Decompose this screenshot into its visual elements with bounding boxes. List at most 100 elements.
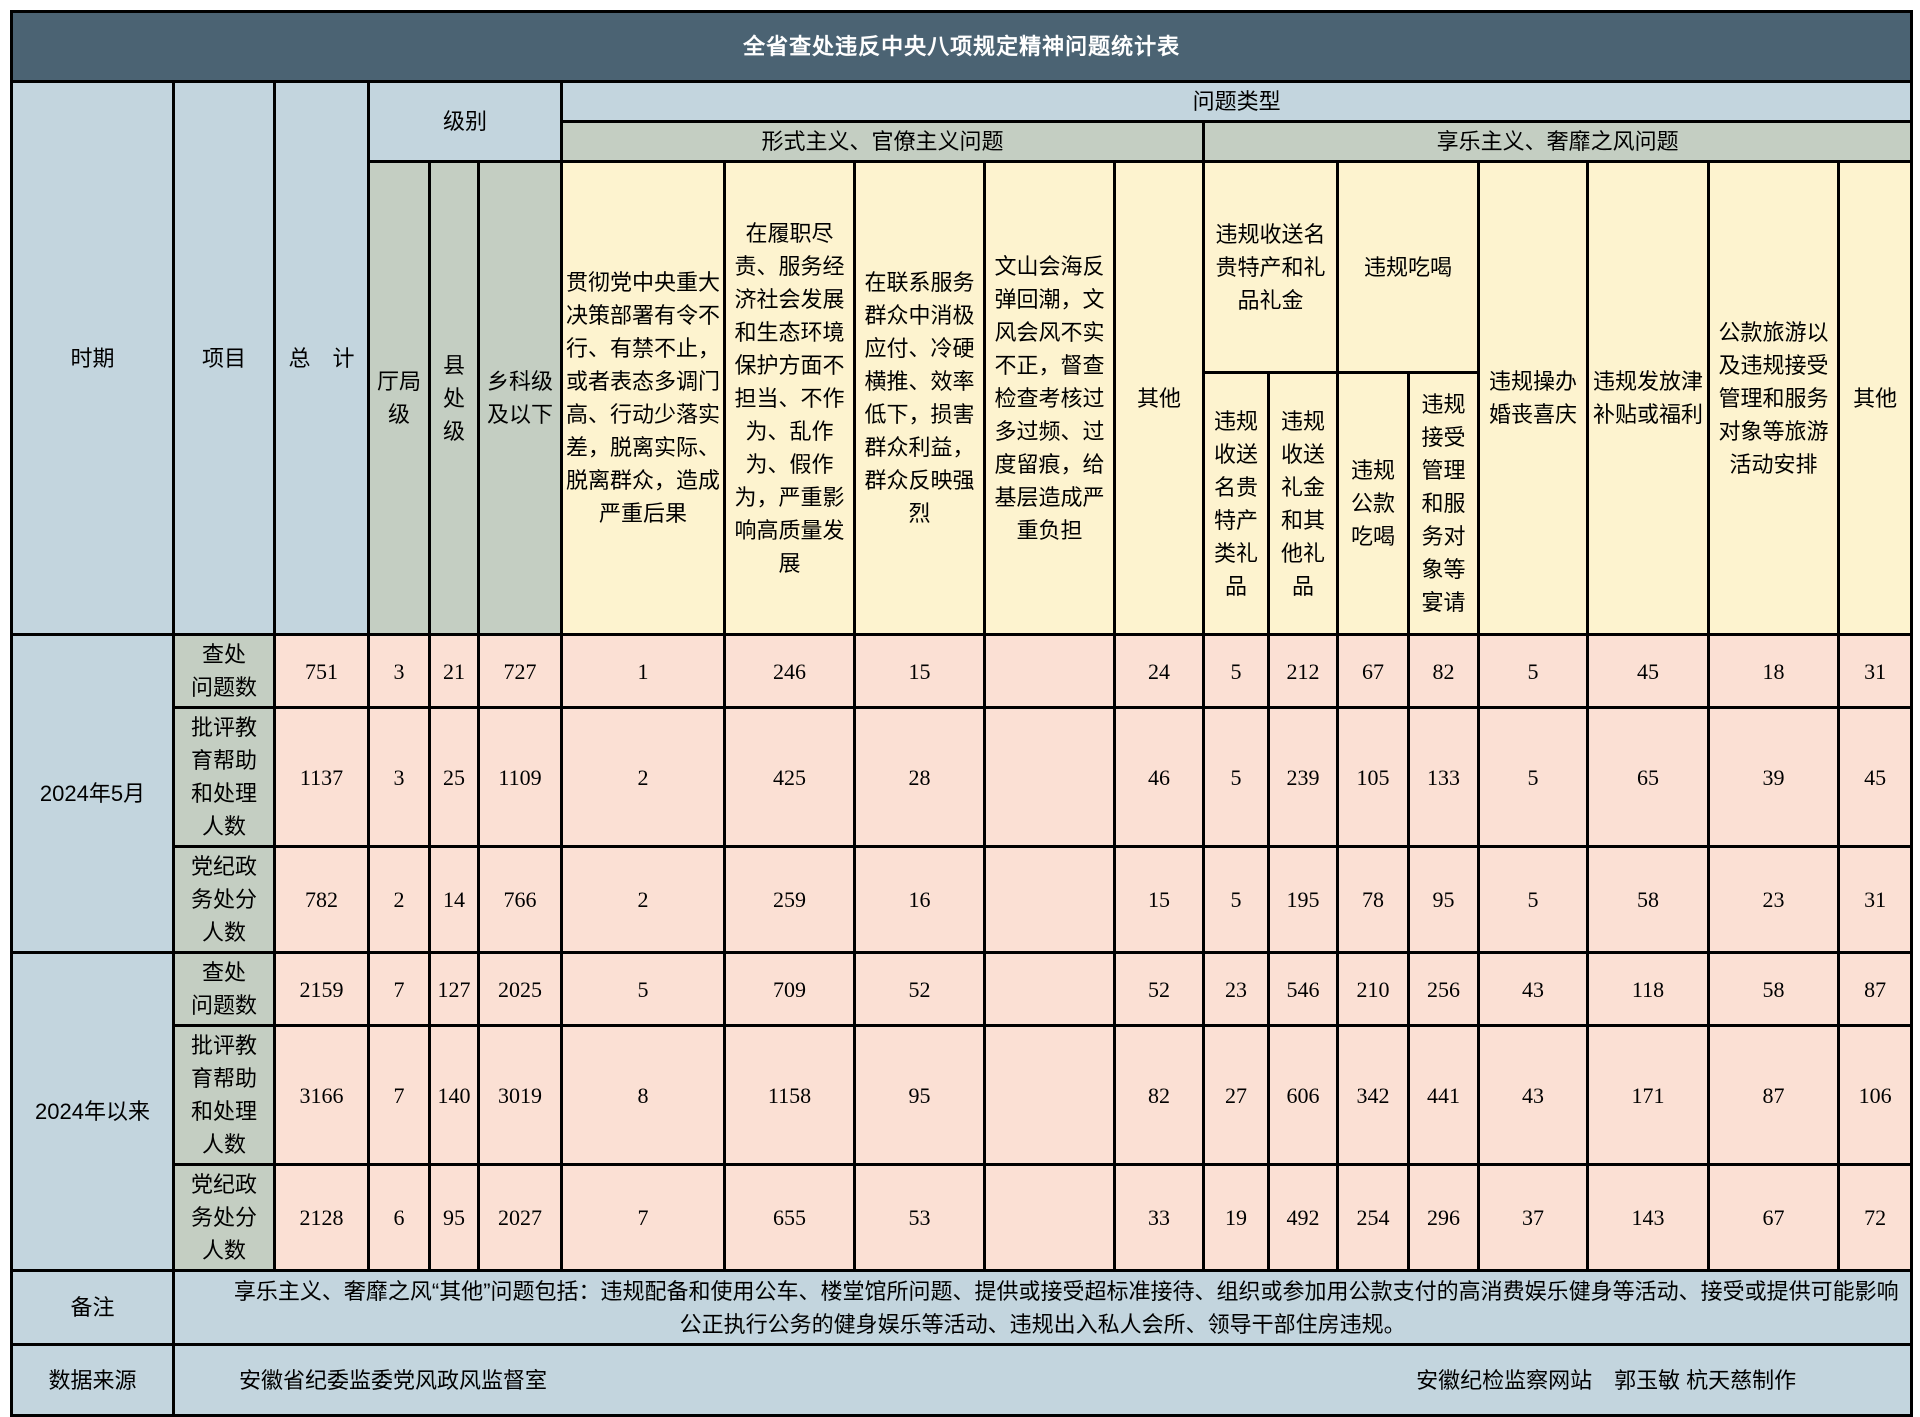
data-cell: 727 bbox=[477, 633, 563, 709]
statistics-table: 全省查处违反中央八项规定精神问题统计表 时期 项目 总 计 级别 问题类型 形式… bbox=[9, 10, 1914, 1417]
data-cell: 5 bbox=[1202, 706, 1270, 848]
col-header-formalism-4: 文山会海反弹回潮，文风会风不实不正，督查检查考核过多过频、过度留痕，给基层造成严… bbox=[983, 160, 1116, 636]
data-cell: 72 bbox=[1836, 1163, 1914, 1272]
data-cell: 3019 bbox=[477, 1024, 563, 1166]
col-header-dining-group: 违规吃喝 bbox=[1336, 160, 1480, 374]
data-cell: 23 bbox=[1202, 951, 1270, 1027]
data-cell: 65 bbox=[1586, 706, 1710, 848]
col-header-gift-sub-2: 违规收送礼金和其他礼品 bbox=[1267, 371, 1339, 636]
data-cell: 256 bbox=[1407, 951, 1480, 1027]
source-row: 数据来源 安徽省纪委监委党风政风监督室 安徽纪检监察网站 郭玉敏 杭天慈制作 bbox=[10, 1343, 1914, 1417]
data-cell: 492 bbox=[1267, 1163, 1339, 1272]
data-cell: 27 bbox=[1202, 1024, 1270, 1166]
table-row: 批评教 育帮助 和处理 人数 3166 7 140 3019 8 1158 95… bbox=[12, 1024, 1914, 1166]
header-row-4: 违规收送名贵特产类礼品 违规收送礼金和其他礼品 违规公款吃喝 违规接受管理和服务… bbox=[12, 371, 1912, 636]
table-row: 批评教 育帮助 和处理 人数 1137 3 25 1109 2 425 28 4… bbox=[12, 706, 1914, 848]
col-header-problem-type: 问题类型 bbox=[559, 80, 1914, 123]
table-row: 党纪政 务处分 人数 2128 6 95 2027 7 655 53 33 19… bbox=[12, 1163, 1914, 1272]
col-header-formalism-2: 在履职尽责、服务经济社会发展和生态环境保护方面不担当、不作为、乱作为、假作为，严… bbox=[723, 160, 856, 636]
data-cell: 21 bbox=[428, 633, 480, 709]
data-cell: 127 bbox=[428, 951, 480, 1027]
remark-row: 备注 享乐主义、奢靡之风“其他”问题包括：违规配备和使用公车、楼堂馆所问题、提供… bbox=[10, 1269, 1914, 1346]
data-cell: 58 bbox=[1707, 951, 1840, 1027]
data-cell: 15 bbox=[853, 633, 986, 709]
data-cell: 43 bbox=[1477, 951, 1589, 1027]
data-cell: 2 bbox=[560, 845, 726, 954]
data-cell: 39 bbox=[1707, 706, 1840, 848]
data-cell: 52 bbox=[853, 951, 986, 1027]
data-cell bbox=[983, 845, 1116, 954]
col-header-level-group: 级别 bbox=[367, 80, 563, 163]
header-row-1: 时期 项目 总 计 级别 问题类型 bbox=[10, 80, 1914, 636]
data-cell: 23 bbox=[1707, 845, 1840, 954]
data-cell: 1158 bbox=[723, 1024, 856, 1166]
data-cell: 709 bbox=[723, 951, 856, 1027]
col-header-dining-sub-2: 违规接受管理和服务对象等宴请 bbox=[1407, 371, 1480, 636]
data-cell: 296 bbox=[1407, 1163, 1480, 1272]
data-cell: 2025 bbox=[477, 951, 563, 1027]
data-cell: 14 bbox=[428, 845, 480, 954]
data-cell: 3 bbox=[367, 706, 431, 848]
title-row: 全省查处违反中央八项规定精神问题统计表 bbox=[9, 10, 1914, 83]
col-header-gift-sub-1: 违规收送名贵特产类礼品 bbox=[1202, 371, 1270, 636]
data-cell: 95 bbox=[428, 1163, 480, 1272]
data-cell: 2 bbox=[367, 845, 431, 954]
col-header-level-xiang: 乡科级及以下 bbox=[477, 160, 563, 636]
band-hedonism: 享乐主义、奢靡之风问题 bbox=[1201, 120, 1914, 163]
data-cell: 606 bbox=[1267, 1024, 1339, 1166]
col-header-total: 总 计 bbox=[273, 80, 370, 636]
data-cell: 425 bbox=[723, 706, 856, 848]
remark-text: 享乐主义、奢靡之风“其他”问题包括：违规配备和使用公车、楼堂馆所问题、提供或接受… bbox=[233, 1278, 1899, 1337]
data-cell: 52 bbox=[1113, 951, 1205, 1027]
data-cell bbox=[983, 1024, 1116, 1166]
row-label: 批评教 育帮助 和处理 人数 bbox=[172, 1024, 276, 1166]
data-cell: 6 bbox=[367, 1163, 431, 1272]
data-cell: 25 bbox=[428, 706, 480, 848]
data-cell: 19 bbox=[1202, 1163, 1270, 1272]
data-cell: 195 bbox=[1267, 845, 1339, 954]
row-label: 党纪政 务处分 人数 bbox=[172, 1163, 276, 1272]
data-cell: 43 bbox=[1477, 1024, 1589, 1166]
data-cell: 82 bbox=[1407, 633, 1480, 709]
header-row-3: 厅局级 县处级 乡科级及以下 贯彻党中央重大决策部署有令不行、有禁不止，或者表态… bbox=[12, 160, 1914, 636]
data-cell: 33 bbox=[1113, 1163, 1205, 1272]
col-header-formalism-1: 贯彻党中央重大决策部署有令不行、有禁不止，或者表态多调门高、行动少落实差，脱离实… bbox=[560, 160, 726, 636]
data-cell: 143 bbox=[1586, 1163, 1710, 1272]
data-cell: 106 bbox=[1836, 1024, 1914, 1166]
data-cell: 3 bbox=[367, 633, 431, 709]
row-label: 查处 问题数 bbox=[172, 633, 276, 709]
data-cell: 210 bbox=[1336, 951, 1410, 1027]
data-cell: 46 bbox=[1113, 706, 1205, 848]
band-formalism: 形式主义、官僚主义问题 bbox=[560, 120, 1205, 163]
data-cell: 1137 bbox=[273, 706, 370, 848]
data-cell bbox=[983, 951, 1116, 1027]
data-cell bbox=[983, 706, 1116, 848]
data-cell: 239 bbox=[1267, 706, 1339, 848]
data-cell: 118 bbox=[1586, 951, 1710, 1027]
col-header-wedding-funeral: 违规操办婚丧喜庆 bbox=[1477, 160, 1589, 636]
data-cell: 5 bbox=[560, 951, 726, 1027]
data-cell: 5 bbox=[1202, 845, 1270, 954]
remark-label: 备注 bbox=[10, 1269, 175, 1346]
data-cell: 5 bbox=[1477, 706, 1589, 848]
data-cell: 53 bbox=[853, 1163, 986, 1272]
data-cell: 105 bbox=[1336, 706, 1410, 848]
col-header-allowance: 违规发放津补贴或福利 bbox=[1586, 160, 1710, 636]
period-cell: 2024年以来 bbox=[10, 951, 175, 1272]
data-cell: 7 bbox=[367, 951, 431, 1027]
data-cell: 67 bbox=[1707, 1163, 1840, 1272]
remark-content: 享乐主义、奢靡之风“其他”问题包括：违规配备和使用公车、楼堂馆所问题、提供或接受… bbox=[171, 1269, 1914, 1346]
table-row: 2024年5月 查处 问题数 751 3 21 727 1 246 15 24 … bbox=[10, 633, 1914, 954]
data-cell: 95 bbox=[1407, 845, 1480, 954]
col-header-level-xian: 县处级 bbox=[428, 160, 480, 636]
data-cell: 441 bbox=[1407, 1024, 1480, 1166]
data-cell: 45 bbox=[1836, 706, 1914, 848]
data-cell: 751 bbox=[273, 633, 370, 709]
data-cell: 28 bbox=[853, 706, 986, 848]
data-cell: 140 bbox=[428, 1024, 480, 1166]
data-cell bbox=[983, 1163, 1116, 1272]
data-cell: 31 bbox=[1836, 633, 1914, 709]
source-content: 安徽省纪委监委党风政风监督室 安徽纪检监察网站 郭玉敏 杭天慈制作 bbox=[171, 1343, 1914, 1417]
data-cell: 246 bbox=[723, 633, 856, 709]
data-cell: 8 bbox=[560, 1024, 726, 1166]
